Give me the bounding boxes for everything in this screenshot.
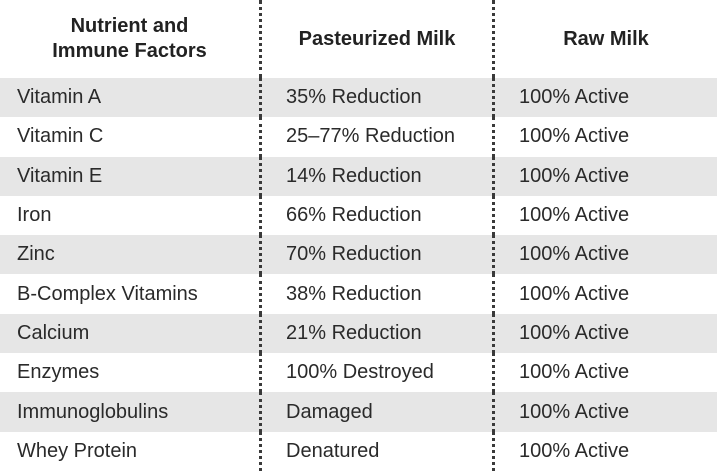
table-cell: Enzymes: [0, 353, 262, 393]
table-cell: Iron: [0, 195, 262, 236]
table-cell: Denatured: [262, 431, 495, 471]
table-cell: 14% Reduction: [262, 156, 495, 196]
table-cell: Vitamin E: [0, 156, 262, 196]
header-cell: Pasteurized Milk: [262, 0, 495, 78]
table-cell: Damaged: [262, 392, 495, 432]
table-cell: Whey Protein: [0, 431, 262, 471]
table-cell: 100% Active: [519, 125, 630, 148]
table-cell: Zinc: [0, 235, 262, 275]
table-cell: 66% Reduction: [262, 195, 495, 236]
table-cell: 70% Reduction: [262, 235, 495, 275]
table-cell: 25–77% Reduction: [262, 117, 495, 157]
table-cell: 100% Active: [495, 78, 717, 118]
table-cell: 100% Active: [495, 156, 717, 196]
table-cell: 21% Reduction: [262, 313, 495, 354]
table-cell: 100% Active: [495, 235, 717, 275]
table-cell: Calcium: [0, 313, 262, 354]
table-cell: 100% Active: [495, 313, 717, 354]
table-cell: Vitamin A: [0, 78, 262, 118]
table-cell: 100% Active: [519, 439, 630, 462]
table-cell: Vitamin C: [0, 117, 262, 157]
table-cell: B-Complex Vitamins: [0, 274, 262, 314]
header-cell: Nutrient and Immune Factors: [0, 0, 262, 78]
table-cell: 38% Reduction: [262, 274, 495, 314]
header-cell: Raw Milk: [495, 0, 717, 78]
table-cell: 100% Active: [519, 361, 630, 384]
table-cell: 100% Active: [519, 204, 630, 227]
table-cell: Immunoglobulins: [0, 392, 262, 432]
table-cell: 100% Destroyed: [262, 353, 495, 393]
table-cell: 100% Active: [495, 392, 717, 432]
table-cell: 35% Reduction: [262, 78, 495, 118]
table-cell: 100% Active: [519, 282, 630, 305]
